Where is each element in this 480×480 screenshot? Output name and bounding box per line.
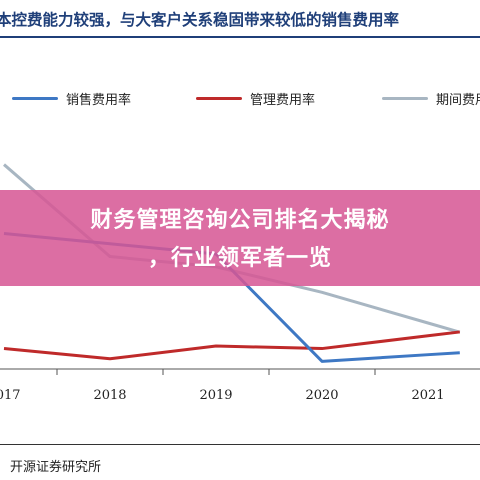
x-tick-label-3: 2020 [305, 388, 338, 403]
overlay-banner: 财务管理咨询公司排名大揭秘 ，行业领军者一览 [0, 190, 480, 286]
series-line-1 [3, 330, 460, 361]
legend-swatch-sales [12, 96, 58, 100]
x-tick-label-0: 2017 [0, 388, 21, 403]
x-tick-label-4: 2021 [411, 388, 444, 403]
header-divider [0, 36, 480, 38]
legend-item-sales: 销售费用率 [12, 88, 131, 108]
banner-line-2: ，行业领军者一览 [147, 246, 332, 271]
banner-line-1: 财务管理咨询公司排名大揭秘 [90, 208, 390, 233]
legend-item-admin: 管理费用率 [196, 88, 315, 108]
footer-divider [0, 444, 480, 445]
source-note: 开源证券研究所 [10, 460, 102, 475]
legend-swatch-admin [196, 96, 242, 100]
report-header: 本控费能力较强，与大客户关系稳固带来较低的销售费用率 [0, 0, 480, 40]
x-tick-layer: 2017 2018 2019 2020 2021 [0, 369, 445, 403]
legend-item-period: 期间费用率 [382, 88, 480, 108]
chart-heading: 本控费能力较强，与大客户关系稳固带来较低的销售费用率 [0, 10, 400, 29]
chart-legend: 销售费用率 管理费用率 期间费用率 [0, 84, 480, 114]
x-tick-label-1: 2018 [93, 388, 126, 403]
x-tick-label-2: 2019 [199, 388, 232, 403]
legend-label-sales: 销售费用率 [66, 92, 132, 108]
legend-label-admin: 管理费用率 [250, 92, 316, 108]
legend-swatch-period [382, 96, 428, 100]
legend-label-period: 期间费用率 [436, 92, 480, 108]
